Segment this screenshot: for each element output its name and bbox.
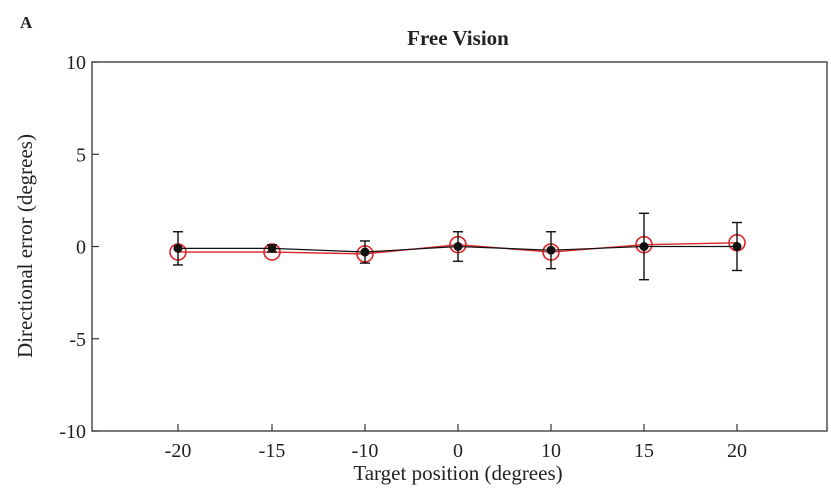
data-point [546, 245, 556, 255]
x-tick-label: 0 [453, 440, 463, 462]
panel-label: A [20, 13, 33, 32]
y-tick-label: 0 [76, 237, 86, 259]
x-tick-label: -10 [352, 440, 379, 462]
x-axis-label: Target position (degrees) [353, 461, 562, 485]
x-tick-label: 10 [541, 440, 561, 462]
x-tick-label: 20 [727, 440, 747, 462]
y-tick-label: -10 [59, 421, 86, 443]
data-point [453, 242, 463, 251]
data-point [267, 243, 277, 253]
y-tick-label: -5 [69, 329, 86, 351]
data-point [360, 247, 370, 257]
chart-title: Free Vision [407, 26, 509, 50]
y-tick-label: 5 [76, 144, 86, 166]
data-point [732, 242, 742, 251]
y-axis: 10 5 0 -5 -10 [59, 52, 99, 443]
data-point [639, 242, 649, 251]
plot-series [169, 212, 746, 281]
x-tick-label: -15 [259, 440, 286, 462]
x-axis: -20 -15 -10 0 10 15 20 [165, 424, 747, 462]
x-tick-label: -20 [165, 440, 192, 462]
y-axis-label: Directional error (degrees) [13, 134, 37, 358]
data-point [173, 243, 183, 253]
x-tick-label: 15 [634, 440, 654, 462]
y-tick-label: 10 [66, 52, 86, 74]
